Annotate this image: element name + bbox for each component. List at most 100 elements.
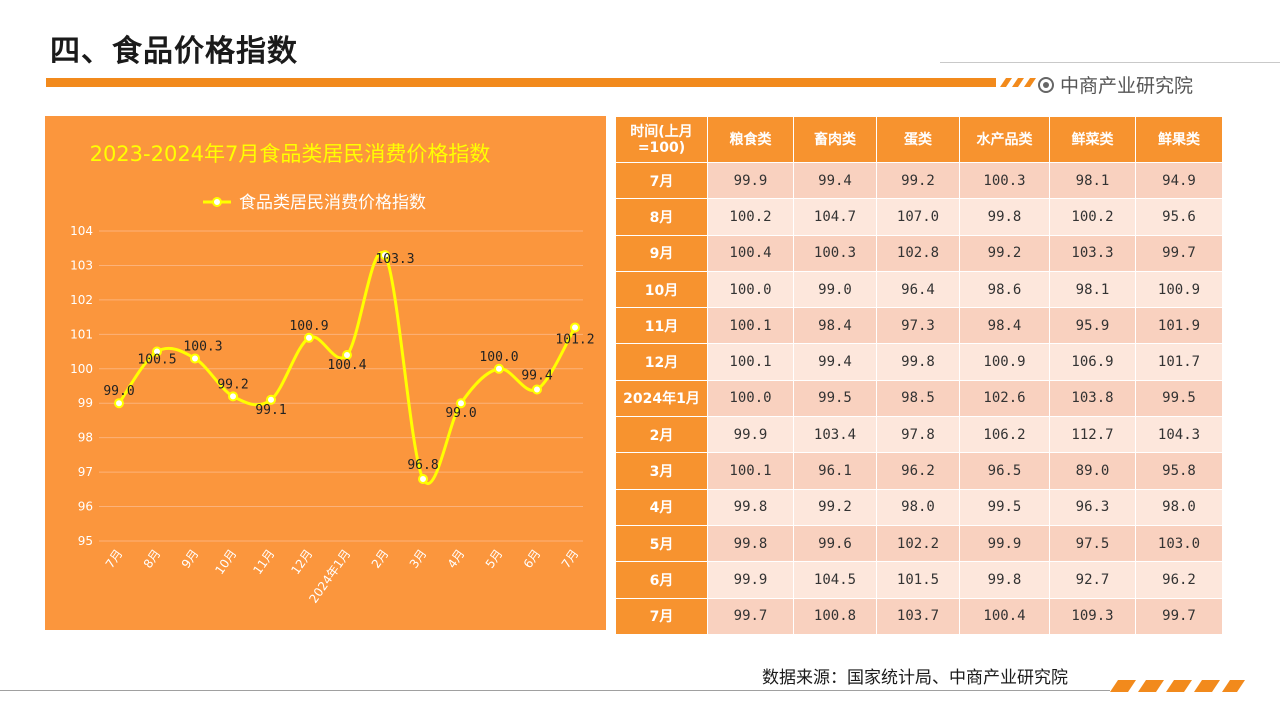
data-point <box>456 398 466 409</box>
x-tick-label: 5月 <box>483 547 506 571</box>
row-label: 7月 <box>615 597 708 635</box>
table-cell: 95.9 <box>1049 307 1136 345</box>
table-cell: 97.8 <box>876 416 960 454</box>
row-label: 4月 <box>615 488 708 526</box>
table-cell: 95.8 <box>1135 452 1223 490</box>
table-cell: 99.8 <box>876 343 960 381</box>
table-cell: 98.5 <box>876 379 960 418</box>
table-row: 2024年1月 100.0 99.5 98.5 102.6 103.8 99.5 <box>615 379 1223 418</box>
table-cell: 98.1 <box>1049 161 1136 200</box>
table-cell: 96.1 <box>793 452 877 490</box>
data-label: 99.1 <box>255 403 286 418</box>
table-cell: 99.0 <box>793 270 877 309</box>
data-point <box>570 322 580 333</box>
table-row: 7月 99.9 99.4 99.2 100.3 98.1 94.9 <box>615 161 1223 200</box>
table-cell: 99.4 <box>793 343 877 381</box>
row-label: 8月 <box>615 198 708 236</box>
table-cell: 99.2 <box>876 161 960 200</box>
data-label: 101.2 <box>555 332 594 347</box>
table-cell: 100.1 <box>707 343 794 381</box>
data-label: 100.4 <box>327 358 366 373</box>
table-cell: 109.3 <box>1049 597 1136 635</box>
x-tick-label: 7月 <box>103 547 126 571</box>
table-cell: 99.8 <box>707 488 794 526</box>
table-cell: 100.4 <box>959 597 1050 635</box>
table-cell: 99.8 <box>959 561 1050 599</box>
table-cell: 100.1 <box>707 452 794 490</box>
line-chart: 2023-2024年7月食品类居民消费价格指数 食品类居民消费价格指数 95 96… <box>70 142 594 606</box>
table-row: 8月 100.2 104.7 107.0 99.8 100.2 95.6 <box>615 198 1223 236</box>
table-cell: 99.9 <box>707 161 794 200</box>
data-label: 100.0 <box>479 350 518 365</box>
series-line <box>117 251 577 485</box>
table-cell: 98.0 <box>876 488 960 526</box>
table-cell: 100.9 <box>1135 270 1223 309</box>
table-cell: 100.3 <box>793 234 877 272</box>
table-cell: 101.7 <box>1135 343 1223 381</box>
table-row: 11月 100.1 98.4 97.3 98.4 95.9 101.9 <box>615 307 1223 345</box>
table-cell: 96.4 <box>876 270 960 309</box>
table-cell: 99.7 <box>1135 597 1223 635</box>
data-point <box>228 391 238 402</box>
line-chart-panel: 2023-2024年7月食品类居民消费价格指数 食品类居民消费价格指数 95 96… <box>45 116 606 630</box>
x-tick-label: 2月 <box>369 547 392 571</box>
data-source: 数据来源：国家统计局、中商产业研究院 <box>762 668 1068 688</box>
table-cell: 99.7 <box>1135 234 1223 272</box>
data-label: 99.0 <box>103 384 134 399</box>
y-tick-label: 99 <box>78 396 93 410</box>
legend-label: 食品类居民消费价格指数 <box>239 193 426 213</box>
x-tick-label: 3月 <box>407 547 430 571</box>
table-cell: 107.0 <box>876 198 960 236</box>
y-tick-label: 96 <box>78 500 93 514</box>
y-tick-label: 102 <box>70 293 93 307</box>
table-cell: 103.3 <box>1049 234 1136 272</box>
x-tick-label: 6月 <box>521 547 544 571</box>
table-cell: 101.5 <box>876 561 960 599</box>
table-cell: 100.8 <box>793 597 877 635</box>
table-cell: 99.5 <box>959 488 1050 526</box>
table-cell: 104.3 <box>1135 416 1223 454</box>
table-row: 12月 100.1 99.4 99.8 100.9 106.9 101.7 <box>615 343 1223 381</box>
table-cell: 97.3 <box>876 307 960 345</box>
table-cell: 100.0 <box>707 270 794 309</box>
table-cell: 99.2 <box>959 234 1050 272</box>
table-cell: 99.9 <box>707 416 794 454</box>
table-cell: 96.2 <box>876 452 960 490</box>
y-tick-label: 101 <box>70 327 93 341</box>
table-row: 9月 100.4 100.3 102.8 99.2 103.3 99.7 <box>615 234 1223 272</box>
y-tick-label: 104 <box>70 224 93 238</box>
table-cell: 99.9 <box>707 561 794 599</box>
table-cell: 99.7 <box>707 597 794 635</box>
table-cell: 101.9 <box>1135 307 1223 345</box>
row-label: 9月 <box>615 234 708 272</box>
x-tick-label: 4月 <box>445 547 468 571</box>
table-cell: 100.1 <box>707 307 794 345</box>
header-time: 时间(上月=100) <box>615 116 708 163</box>
row-label: 5月 <box>615 524 708 563</box>
data-label: 96.8 <box>407 458 438 473</box>
x-tick-label: 11月 <box>250 547 277 577</box>
table-cell: 89.0 <box>1049 452 1136 490</box>
y-tick-label: 95 <box>78 534 93 548</box>
header-category: 鲜菜类 <box>1049 116 1136 163</box>
data-point <box>342 350 352 360</box>
chart-title: 2023-2024年7月食品类居民消费价格指数 <box>90 142 491 166</box>
row-label: 6月 <box>615 561 708 599</box>
table-row: 7月 99.7 100.8 103.7 100.4 109.3 99.7 <box>615 597 1223 635</box>
data-point <box>266 394 276 405</box>
table-row: 6月 99.9 104.5 101.5 99.8 92.7 96.2 <box>615 561 1223 599</box>
stripes-decoration <box>1000 78 1036 87</box>
title-divider-line <box>940 62 1280 63</box>
table-cell: 99.8 <box>707 524 794 563</box>
table-cell: 98.4 <box>959 307 1050 345</box>
table-cell: 102.2 <box>876 524 960 563</box>
header-category: 粮食类 <box>707 116 794 163</box>
header-category: 蛋类 <box>876 116 960 163</box>
table-cell: 100.3 <box>959 161 1050 200</box>
data-point <box>190 353 200 364</box>
table-cell: 100.2 <box>1049 198 1136 236</box>
y-tick-label: 98 <box>78 431 93 445</box>
table-cell: 96.5 <box>959 452 1050 490</box>
data-label: 100.9 <box>289 319 328 334</box>
table-cell: 98.0 <box>1135 488 1223 526</box>
